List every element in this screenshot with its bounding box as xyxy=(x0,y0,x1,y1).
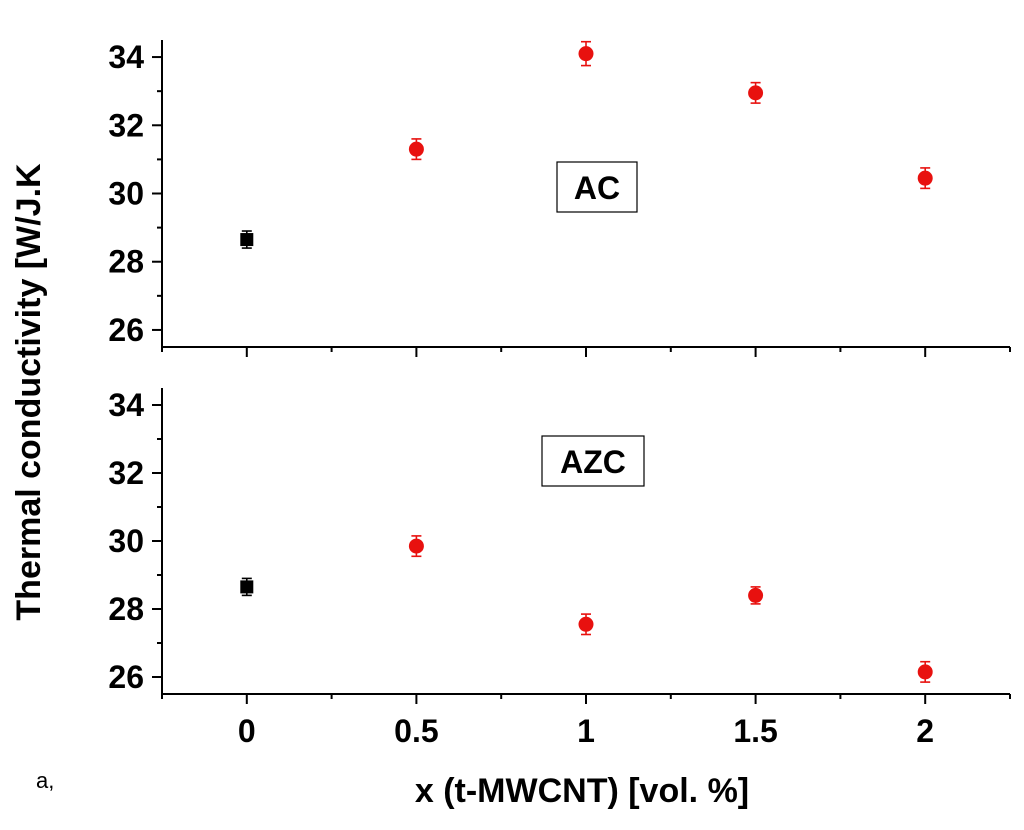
panel-label-box xyxy=(541,435,645,487)
x-tick-label: 1 xyxy=(577,713,595,749)
data-point-composite xyxy=(578,613,594,636)
y-tick-label: 34 xyxy=(108,39,144,75)
circle-marker xyxy=(408,141,424,157)
panel-label: AC xyxy=(574,170,620,206)
panel-label-box xyxy=(556,161,638,213)
x-tick-label: 0.5 xyxy=(394,713,438,749)
y-tick-label: 28 xyxy=(108,244,144,280)
data-point-composite xyxy=(408,138,424,161)
data-point-reference xyxy=(240,230,254,249)
square-marker xyxy=(240,233,254,247)
y-tick-label: 28 xyxy=(108,591,144,627)
panel-label: AZC xyxy=(560,444,626,480)
panel-azc: 26 28 30 32 34 0 0.5 1 1.5 2 AZC xyxy=(108,387,1011,749)
circle-marker xyxy=(408,538,424,554)
x-tick-label: 1.5 xyxy=(733,713,777,749)
y-tick-label: 26 xyxy=(108,659,144,695)
data-point-reference xyxy=(240,577,254,597)
figure-tag: a, xyxy=(36,768,54,793)
x-tick-label: 2 xyxy=(916,713,934,749)
y-tick-label: 30 xyxy=(108,523,144,559)
y-axis-title: Thermal conductivity [W/J.K xyxy=(10,163,48,621)
data-point-composite xyxy=(748,586,764,605)
circle-marker xyxy=(578,616,594,632)
x-axis-title: x (t-MWCNT) [vol. %] xyxy=(415,772,749,810)
data-point-composite xyxy=(408,535,424,558)
square-marker xyxy=(240,580,254,594)
x-tick-label: 0 xyxy=(238,713,256,749)
y-tick-label: 34 xyxy=(108,387,144,423)
circle-marker xyxy=(748,85,764,101)
data-point-composite xyxy=(917,167,933,190)
y-tick-label: 32 xyxy=(108,107,144,143)
data-point-composite xyxy=(917,660,933,683)
y-tick-label: 26 xyxy=(108,312,144,348)
circle-marker xyxy=(917,664,933,680)
data-point-composite xyxy=(748,81,764,104)
data-point-composite xyxy=(578,40,594,67)
circle-marker xyxy=(578,46,594,62)
panels-layer: 26 28 30 32 34 AC 26 28 30 32 34 0 0.5 1 1.5 2 AZC xyxy=(108,39,1011,749)
circle-marker xyxy=(917,170,933,186)
y-tick-label: 30 xyxy=(108,176,144,212)
panel-ac: 26 28 30 32 34 AC xyxy=(108,39,1011,357)
circle-marker xyxy=(748,587,764,603)
y-tick-label: 32 xyxy=(108,455,144,491)
